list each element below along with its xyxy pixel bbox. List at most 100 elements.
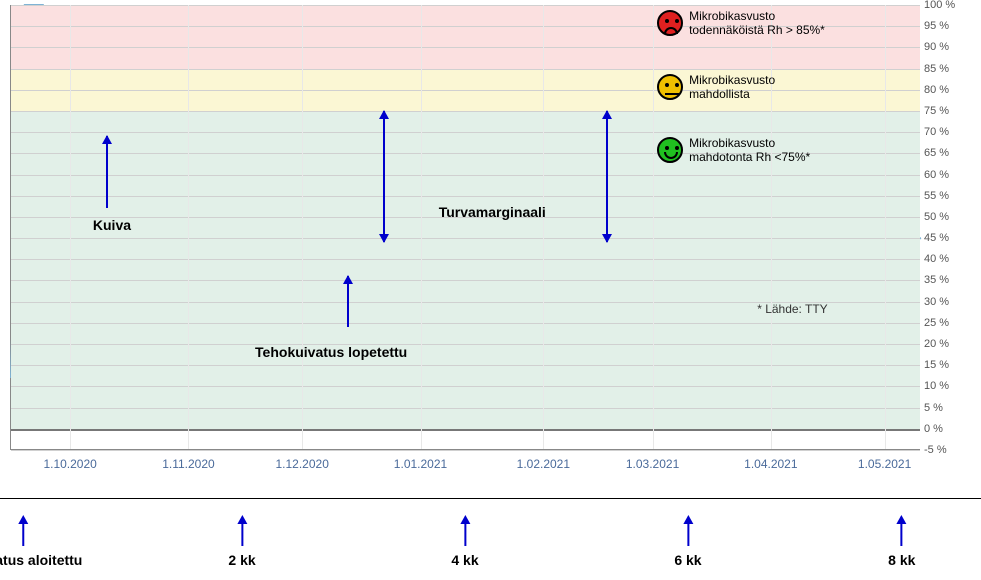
x-gridline — [885, 5, 886, 449]
y-tick-label: 75 % — [924, 105, 968, 117]
legend-line2: todennäköistä Rh > 85%* — [689, 23, 825, 37]
y-tick-label: 20 % — [924, 338, 968, 350]
arrow-head-icon — [102, 135, 112, 144]
timeline-markers: Kuivatus aloitettu 2 kk 4 kk 6 kk 8 kk — [0, 500, 981, 580]
y-gridline — [11, 450, 920, 451]
x-tick-label: 1.11.2020 — [162, 457, 215, 471]
y-gridline — [11, 90, 920, 91]
y-tick-label: 65 % — [924, 147, 968, 159]
timeline-label: 8 kk — [888, 552, 915, 568]
timeline-marker: 6 kk — [674, 515, 701, 568]
timeline-marker: 2 kk — [228, 515, 255, 568]
arrow-head-icon — [460, 515, 470, 524]
y-tick-label: 5 % — [924, 402, 968, 414]
x-gridline — [543, 5, 544, 449]
x-tick-label: 1.01.2021 — [394, 457, 447, 471]
arrow-head-icon — [602, 234, 612, 243]
x-tick-label: 1.10.2020 — [43, 457, 96, 471]
timeline-separator — [0, 498, 981, 499]
arrow-head-icon — [602, 110, 612, 119]
y-tick-label: 15 % — [924, 359, 968, 371]
neutral-face-icon — [657, 74, 683, 100]
y-gridline — [11, 259, 920, 260]
timeline-marker: 8 kk — [888, 515, 915, 568]
annotation-arrow — [606, 111, 608, 242]
y-tick-label: 45 % — [924, 232, 968, 244]
legend-item: Mikrobikasvustotodennäköistä Rh > 85%* — [657, 9, 825, 38]
x-tick-label: 1.03.2021 — [626, 457, 679, 471]
y-gridline — [11, 408, 920, 409]
y-tick-label: 0 % — [924, 423, 968, 435]
y-gridline — [11, 323, 920, 324]
annotation-kuiva: Kuiva — [93, 217, 131, 233]
y-gridline — [11, 386, 920, 387]
y-tick-label: 70 % — [924, 126, 968, 138]
y-gridline — [11, 175, 920, 176]
y-gridline — [11, 196, 920, 197]
arrow-head-icon — [19, 515, 29, 524]
y-gridline — [11, 280, 920, 281]
y-gridline — [11, 5, 920, 6]
legend-line1: Mikrobikasvusto — [689, 136, 810, 150]
y-gridline — [11, 238, 920, 239]
y-tick-label: 80 % — [924, 84, 968, 96]
y-gridline — [11, 69, 920, 70]
y-tick-label: 10 % — [924, 380, 968, 392]
arrow-stem — [241, 524, 243, 546]
y-tick-label: 40 % — [924, 253, 968, 265]
zero-line — [11, 429, 920, 431]
y-tick-label: 55 % — [924, 190, 968, 202]
arrow-head-icon — [379, 234, 389, 243]
arrow-stem — [901, 524, 903, 546]
legend-item: Mikrobikasvustomahdotonta Rh <75%* — [657, 136, 810, 165]
arrow-head-icon — [237, 515, 247, 524]
x-gridline — [421, 5, 422, 449]
arrow-stem — [464, 524, 466, 546]
y-gridline — [11, 47, 920, 48]
legend-line2: mahdotonta Rh <75%* — [689, 150, 810, 164]
x-tick-label: 1.02.2021 — [517, 457, 570, 471]
x-gridline — [302, 5, 303, 449]
y-tick-label: 50 % — [924, 211, 968, 223]
timeline-label: Kuivatus aloitettu — [0, 552, 82, 568]
x-tick-label: 1.05.2021 — [858, 457, 911, 471]
legend-line1: Mikrobikasvusto — [689, 9, 825, 23]
plot-area: -5 %0 %5 %10 %15 %20 %25 %30 %35 %40 %45… — [10, 5, 920, 450]
y-tick-label: 90 % — [924, 41, 968, 53]
legend-line1: Mikrobikasvusto — [689, 73, 775, 87]
arrow-stem — [687, 524, 689, 546]
legend-line2: mahdollista — [689, 87, 775, 101]
timeline-marker: 4 kk — [451, 515, 478, 568]
x-tick-label: 1.04.2021 — [744, 457, 797, 471]
timeline-label: 4 kk — [451, 552, 478, 568]
annotation-arrow — [383, 111, 385, 242]
legend-item: Mikrobikasvustomahdollista — [657, 73, 775, 102]
y-tick-label: 100 % — [924, 0, 968, 11]
happy-face-icon — [657, 137, 683, 163]
y-tick-label: -5 % — [924, 444, 968, 456]
y-gridline — [11, 365, 920, 366]
arrow-head-icon — [379, 110, 389, 119]
sad-face-icon — [657, 10, 683, 36]
y-tick-label: 60 % — [924, 169, 968, 181]
arrow-head-icon — [343, 275, 353, 284]
annotation-turvamarginaali: Turvamarginaali — [439, 204, 546, 220]
arrow-head-icon — [897, 515, 907, 524]
y-tick-label: 30 % — [924, 296, 968, 308]
y-tick-label: 25 % — [924, 317, 968, 329]
y-tick-label: 95 % — [924, 20, 968, 32]
timeline-marker: Kuivatus aloitettu — [0, 515, 82, 568]
annotation-arrow — [106, 136, 108, 208]
source-note: * Lähde: TTY — [757, 302, 828, 316]
arrow-stem — [23, 524, 25, 546]
y-gridline — [11, 132, 920, 133]
x-gridline — [653, 5, 654, 449]
y-tick-label: 35 % — [924, 274, 968, 286]
humidity-chart: -5 % 0 % 5 % 10 % 15 % 20 % 25 % 30 % 35 % 40 % 45… — [10, 5, 970, 480]
x-gridline — [70, 5, 71, 449]
y-tick-label: 85 % — [924, 63, 968, 75]
timeline-label: 6 kk — [674, 552, 701, 568]
y-gridline — [11, 344, 920, 345]
annotation-tehokuivatus: Tehokuivatus lopetettu — [255, 344, 407, 360]
x-gridline — [188, 5, 189, 449]
